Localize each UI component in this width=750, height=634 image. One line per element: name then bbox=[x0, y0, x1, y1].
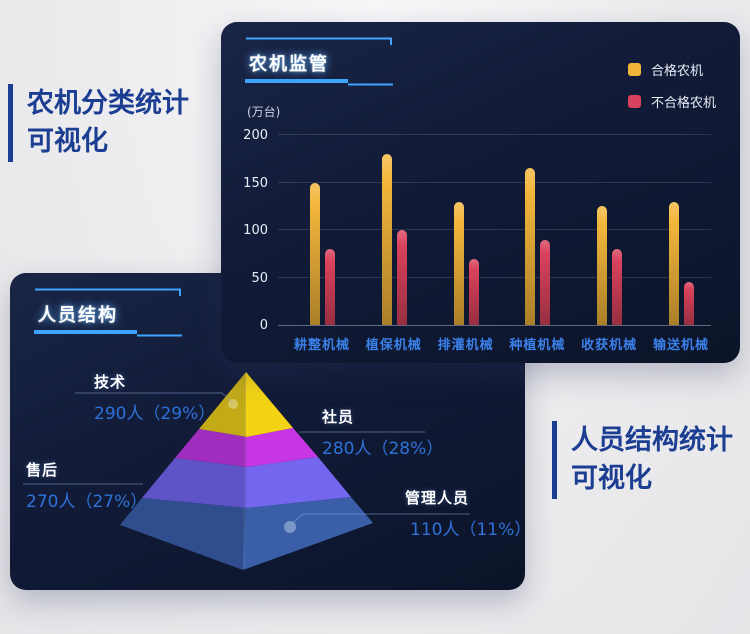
caption-line: 可视化 bbox=[571, 463, 652, 494]
bar-qualified[interactable] bbox=[597, 206, 608, 325]
bar-unqualified[interactable] bbox=[684, 282, 694, 325]
layer-value: 290人（29%） bbox=[94, 404, 216, 424]
caption-machinery-stats: 农机分类统计 可视化 bbox=[8, 84, 189, 162]
pyramid-layer-manager[interactable] bbox=[120, 497, 373, 570]
y-axis-tick-label: 0 bbox=[259, 318, 268, 333]
y-axis-tick-label: 200 bbox=[243, 128, 268, 143]
legend-swatch-unqualified-icon bbox=[627, 95, 641, 108]
bar-unqualified[interactable] bbox=[468, 258, 479, 325]
x-axis-category-label: 耕整机械 bbox=[293, 338, 350, 353]
layer-name: 售后 bbox=[26, 461, 59, 479]
x-axis-category-label: 输送机械 bbox=[652, 338, 709, 353]
y-axis-tick-label: 50 bbox=[251, 270, 268, 286]
layer-name: 技术 bbox=[94, 373, 127, 391]
layer-name: 管理人员 bbox=[405, 489, 470, 507]
layer-value: 280人（28%） bbox=[322, 439, 444, 459]
pyramid-center-edge bbox=[243, 372, 247, 569]
panel-header: 农机监管 bbox=[245, 37, 415, 87]
bar-qualified[interactable] bbox=[525, 168, 536, 325]
legend-label: 合格农机 bbox=[650, 64, 703, 79]
header-top-line-decoration bbox=[246, 37, 392, 45]
pyramid-label-aftersale: 售后 270人（27%） bbox=[26, 459, 147, 512]
bar-qualified[interactable] bbox=[453, 201, 464, 325]
legend-item-unqualified[interactable]: 不合格农机 bbox=[627, 92, 716, 111]
gridline bbox=[278, 134, 711, 135]
panel-title: 人员结构 bbox=[38, 305, 118, 326]
legend-item-qualified[interactable]: 合格农机 bbox=[627, 60, 716, 79]
bar-qualified[interactable] bbox=[381, 154, 392, 325]
pyramid-left-face-shade bbox=[120, 372, 246, 570]
y-axis-tick-label: 150 bbox=[243, 175, 268, 191]
pyramid-dot bbox=[284, 521, 296, 533]
bar-unqualified[interactable] bbox=[396, 230, 407, 325]
bar-unqualified[interactable] bbox=[325, 249, 335, 325]
bar-qualified[interactable] bbox=[669, 201, 679, 325]
caption-personnel-stats: 人员结构统计 可视化 bbox=[552, 421, 733, 499]
bar-plot: 0 50 100 150 200 耕整机械 植保机械 排灌机械 种植机械 收获机械 输送机械 bbox=[243, 128, 711, 353]
caption-line: 农机分类统计 bbox=[27, 88, 189, 119]
pyramid-label-tech: 技术 290人（29%） bbox=[94, 371, 215, 424]
pyramid-label-member: 社员 280人（28%） bbox=[322, 406, 443, 459]
header-underline-decoration bbox=[34, 330, 182, 337]
pyramid-layer-member[interactable] bbox=[175, 428, 318, 467]
chart-legend: 合格农机 不合格农机 bbox=[627, 60, 716, 124]
bar-qualified[interactable] bbox=[310, 182, 320, 325]
layer-value: 270人（27%） bbox=[26, 492, 148, 512]
pyramid-chart bbox=[23, 372, 470, 570]
x-axis-category-label: 种植机械 bbox=[509, 338, 566, 353]
pyramid-label-manager: 管理人员 110人（11%） bbox=[405, 487, 531, 540]
x-axis-category-label: 收获机械 bbox=[581, 338, 638, 353]
caption-line: 人员结构统计 bbox=[571, 425, 733, 456]
panel-header: 人员结构 bbox=[34, 288, 204, 338]
pyramid-layer-tech[interactable] bbox=[199, 372, 293, 437]
y-axis-unit-label: (万台) bbox=[247, 105, 281, 119]
layer-value: 110人（11%） bbox=[410, 520, 532, 540]
pyramid-dot bbox=[228, 399, 238, 409]
panel-title: 农机监管 bbox=[249, 54, 329, 75]
personnel-structure-panel: 人员结构 bbox=[10, 273, 531, 590]
layer-name: 社员 bbox=[322, 408, 355, 426]
x-axis-category-label: 排灌机械 bbox=[437, 338, 494, 353]
gridline bbox=[278, 229, 711, 230]
gridline bbox=[278, 276, 711, 278]
machinery-supervision-panel: 农机监管 合格农机 不合格农机 (万台) 0 50 100 150 200 耕整机械 植保机… bbox=[221, 22, 740, 363]
bar-unqualified[interactable] bbox=[612, 249, 623, 325]
bar-unqualified[interactable] bbox=[540, 239, 551, 325]
pyramid-layer-aftersale[interactable] bbox=[142, 457, 351, 508]
header-underline-decoration bbox=[245, 79, 393, 86]
legend-swatch-qualified-icon bbox=[627, 63, 641, 76]
x-axis-category-label: 植保机械 bbox=[365, 338, 422, 353]
caption-line: 可视化 bbox=[27, 126, 108, 157]
connector-line-tech bbox=[75, 392, 234, 403]
gridline bbox=[278, 181, 711, 183]
legend-label: 不合格农机 bbox=[650, 96, 716, 111]
connector-line-manager bbox=[290, 513, 470, 526]
header-top-line-decoration bbox=[35, 288, 181, 296]
y-axis-tick-label: 100 bbox=[243, 223, 268, 238]
